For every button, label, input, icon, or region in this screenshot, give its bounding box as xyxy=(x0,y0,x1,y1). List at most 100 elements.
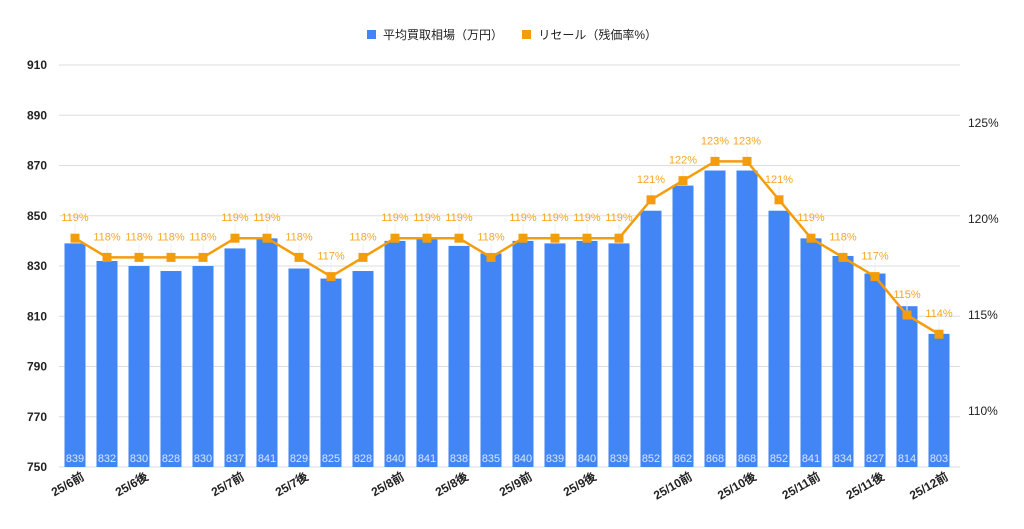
line-point-marker[interactable] xyxy=(934,329,944,339)
legend-item-bar[interactable]: 平均買取相場（万円） xyxy=(366,26,503,43)
bar-value-label: 837 xyxy=(226,453,244,465)
bar-value-label: 835 xyxy=(482,453,500,465)
bar-value-label: 832 xyxy=(98,453,116,465)
bar[interactable] xyxy=(864,273,886,467)
line-point-marker[interactable] xyxy=(454,233,464,243)
bar[interactable] xyxy=(64,243,86,467)
line-point-marker[interactable] xyxy=(230,233,240,243)
x-tick-label: 25/7前 xyxy=(208,469,246,500)
y-right-tick-label: 115% xyxy=(968,308,998,322)
bar-value-label: 839 xyxy=(66,453,84,465)
bar[interactable] xyxy=(128,266,150,467)
line-value-label: 119% xyxy=(605,212,633,224)
bar[interactable] xyxy=(800,238,822,467)
line-point-marker[interactable] xyxy=(646,195,656,205)
bar-value-label: 868 xyxy=(738,453,756,465)
bar[interactable] xyxy=(928,333,950,467)
line-point-marker[interactable] xyxy=(742,156,752,166)
bar-value-label: 825 xyxy=(322,453,340,465)
line-value-label: 117% xyxy=(861,251,889,263)
bar[interactable] xyxy=(96,260,118,467)
bar[interactable] xyxy=(512,240,534,467)
y-left-tick-label: 870 xyxy=(27,159,47,173)
bar-value-label: 839 xyxy=(546,453,564,465)
bar[interactable] xyxy=(160,271,182,467)
bar-value-label: 840 xyxy=(578,453,596,465)
legend-item-line[interactable]: リセール（残価率%） xyxy=(522,26,657,43)
line-value-label: 121% xyxy=(637,174,665,186)
line-value-label: 118% xyxy=(349,231,377,243)
bar[interactable] xyxy=(384,240,406,467)
line-series: 119% 118% 118% 118% 118% 119% 119% 118% 117% 118%… xyxy=(61,135,953,339)
bar-value-label: 841 xyxy=(802,453,820,465)
bar[interactable] xyxy=(544,243,566,467)
y-axis-left: 750 770 790 810 830 850 870 890 910 xyxy=(27,58,47,474)
bar-value-label: 840 xyxy=(386,453,404,465)
bar[interactable] xyxy=(192,266,214,467)
bar[interactable] xyxy=(608,243,630,467)
line-value-label: 119% xyxy=(573,212,601,224)
x-tick-label: 25/10前 xyxy=(651,469,695,503)
bar[interactable] xyxy=(576,240,598,467)
line-point-marker[interactable] xyxy=(134,252,144,262)
line-point-marker[interactable] xyxy=(102,252,112,262)
line-point-marker[interactable] xyxy=(294,252,304,262)
line-point-marker[interactable] xyxy=(198,252,208,262)
bar[interactable] xyxy=(896,306,918,467)
x-tick-label: 25/6後 xyxy=(112,468,151,499)
bar[interactable] xyxy=(704,170,726,467)
line-point-marker[interactable] xyxy=(262,233,272,243)
line-value-label: 121% xyxy=(765,174,793,186)
line-point-marker[interactable] xyxy=(902,310,912,320)
bar[interactable] xyxy=(480,253,502,467)
line-point-marker[interactable] xyxy=(358,252,368,262)
bar[interactable] xyxy=(768,210,790,467)
line-point-marker[interactable] xyxy=(70,233,80,243)
line-point-marker[interactable] xyxy=(870,272,880,282)
line-point-marker[interactable] xyxy=(710,156,720,166)
line-point-marker[interactable] xyxy=(486,252,496,262)
line-point-marker[interactable] xyxy=(806,233,816,243)
x-tick-label: 25/8前 xyxy=(368,469,406,500)
line-point-marker[interactable] xyxy=(582,233,592,243)
line-value-label: 115% xyxy=(893,289,921,301)
line-point-marker[interactable] xyxy=(422,233,432,243)
bar[interactable] xyxy=(320,278,342,467)
bar[interactable] xyxy=(640,210,662,467)
line-value-label: 117% xyxy=(317,251,345,263)
line-path xyxy=(74,160,940,336)
line-point-marker[interactable] xyxy=(614,233,624,243)
bar-value-label: 834 xyxy=(834,453,852,465)
y-axis-right: 110% 115% 120% 125% xyxy=(968,116,999,418)
line-value-label: 122% xyxy=(669,155,697,167)
bar-value-label: 827 xyxy=(866,453,884,465)
line-value-label: 119% xyxy=(797,212,825,224)
bar-swatch-icon xyxy=(366,30,376,39)
bar[interactable] xyxy=(736,170,758,467)
line-point-marker[interactable] xyxy=(550,233,560,243)
bar[interactable] xyxy=(352,271,374,467)
bar[interactable] xyxy=(832,255,854,467)
bar[interactable] xyxy=(288,268,310,467)
line-point-marker[interactable] xyxy=(774,195,784,205)
bar[interactable] xyxy=(672,185,694,467)
bar-series: 839 832 830 828 830 837 841 829 825 828 840 841 838 8… xyxy=(64,170,950,467)
line-point-marker[interactable] xyxy=(326,272,336,282)
line-point-marker[interactable] xyxy=(518,233,528,243)
line-value-label: 118% xyxy=(285,231,313,243)
y-right-tick-label: 110% xyxy=(968,404,998,418)
bar[interactable] xyxy=(448,245,470,467)
line-point-marker[interactable] xyxy=(166,252,176,262)
line-point-marker[interactable] xyxy=(838,252,848,262)
bar-value-label: 852 xyxy=(770,453,788,465)
line-point-marker[interactable] xyxy=(390,233,400,243)
bar[interactable] xyxy=(256,238,278,467)
bar[interactable] xyxy=(224,248,246,467)
y-left-tick-label: 830 xyxy=(27,259,47,273)
bar[interactable] xyxy=(416,238,438,467)
line-value-label: 118% xyxy=(829,231,857,243)
line-point-marker[interactable] xyxy=(678,176,688,186)
bar-value-label: 840 xyxy=(514,453,532,465)
x-tick-label: 25/6前 xyxy=(48,469,86,500)
